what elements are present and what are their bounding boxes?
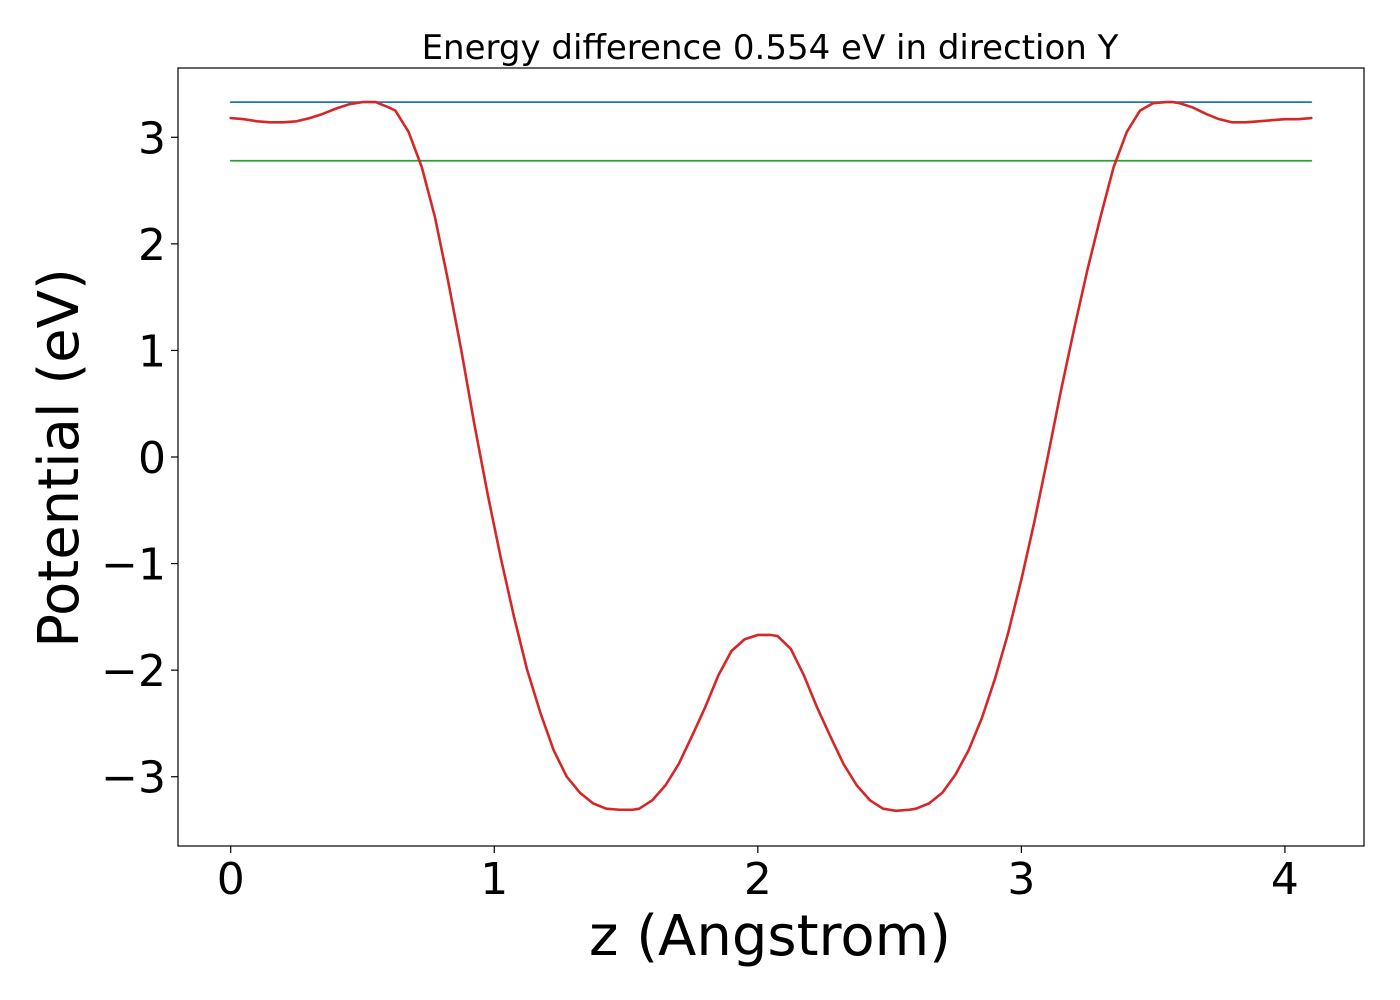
y-tick-label: 1	[138, 326, 166, 377]
y-tick-label: 3	[138, 113, 166, 164]
x-tick-label: 4	[1271, 854, 1299, 905]
y-axis: −3 −2 −1 0 1 2 3	[101, 113, 178, 804]
x-tick-label: 3	[1007, 854, 1035, 905]
series-line-red	[229, 100, 1313, 813]
y-tick-label: −1	[101, 540, 166, 591]
x-tick-label: 0	[217, 854, 245, 905]
x-axis: 0 1 2 3 4	[217, 846, 1299, 905]
chart-title: Energy difference 0.554 eV in direction …	[422, 28, 1119, 68]
y-axis-label: Potential (eV)	[27, 268, 92, 648]
plot-area	[177, 67, 1365, 847]
x-tick-label: 1	[480, 854, 508, 905]
plot-frame	[177, 67, 1365, 847]
x-axis-label: z (Angstrom)	[589, 904, 951, 969]
y-tick-label: −3	[101, 753, 166, 804]
x-tick-label: 2	[744, 854, 772, 905]
y-tick-label: 0	[138, 433, 166, 484]
series-group	[229, 100, 1313, 813]
y-tick-label: 2	[138, 220, 166, 271]
y-tick-label: −2	[101, 646, 166, 697]
